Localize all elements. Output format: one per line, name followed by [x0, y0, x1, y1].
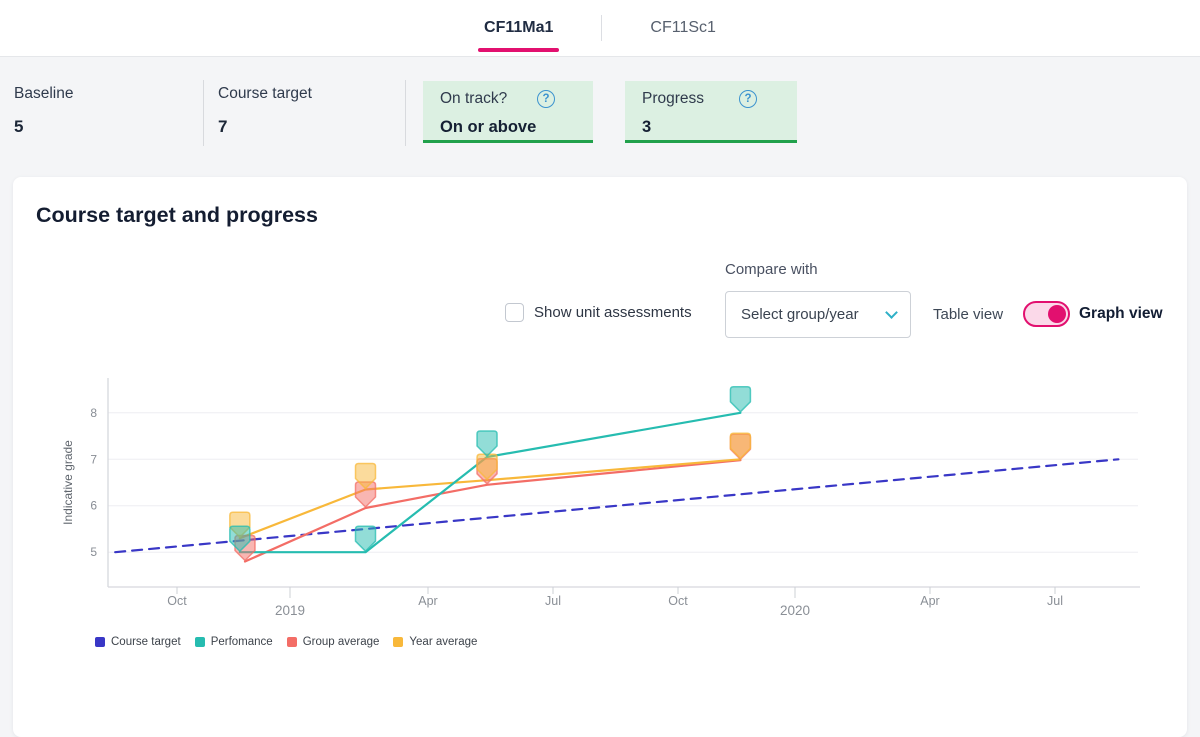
progress-value: 3 — [642, 118, 652, 136]
chevron-down-icon — [885, 306, 898, 319]
legend-label: Course target — [111, 636, 181, 648]
x-tick-label: Oct — [668, 594, 688, 608]
compare-group-year-dropdown[interactable]: Select group/year — [725, 291, 911, 338]
x-tick-label: Apr — [920, 594, 939, 608]
y-tick-label: 8 — [90, 406, 97, 420]
series-line — [243, 459, 742, 563]
data-point-pin — [476, 430, 498, 457]
legend-swatch — [95, 637, 105, 647]
show-unit-assessments-checkbox[interactable] — [505, 303, 524, 322]
x-tick-label: Jul — [545, 594, 561, 608]
course-target-value: 7 — [218, 117, 228, 136]
checkbox-label: Show unit assessments — [534, 304, 692, 321]
on-track-label: On track? — [440, 90, 508, 107]
compare-with-label: Compare with — [725, 261, 818, 278]
card-title: Course target and progress — [36, 203, 318, 227]
x-tick-label: Oct — [167, 594, 187, 608]
data-point-pin — [354, 525, 377, 552]
tab-divider — [601, 15, 603, 41]
y-axis-label: Indicative grade — [61, 440, 75, 525]
series-line — [238, 411, 742, 554]
legend-label: Group average — [302, 636, 380, 648]
legend-item: Perfomance — [194, 636, 273, 648]
y-tick-label: 7 — [90, 452, 97, 466]
x-tick-label: Jul — [1047, 594, 1063, 608]
data-point-pin — [229, 525, 251, 552]
baseline-value: 5 — [14, 117, 24, 136]
tab-cf11ma1[interactable]: CF11Ma1 — [478, 0, 560, 57]
baseline-label: Baseline — [14, 85, 74, 102]
stat-divider — [203, 80, 204, 146]
x-tick-label: 2019 — [275, 603, 305, 618]
legend-item: Course target — [95, 636, 181, 648]
chart-legend: Course target Perfomance Group average Year… — [95, 636, 477, 648]
legend-label: Perfomance — [210, 636, 273, 648]
data-point-pin — [354, 462, 377, 490]
tab-label: CF11Ma1 — [484, 19, 554, 36]
toggle-knob — [1048, 305, 1066, 323]
summary-stats-row: Baseline 5 Course target 7 On track? ? O… — [0, 57, 1200, 167]
course-progress-chart: 5 6 7 8 Oct 2019 Apr Jul Oct 2020 Apr Jul Indicative… — [61, 378, 1140, 618]
question-circle-icon[interactable]: ? — [739, 90, 757, 108]
on-track-status-box: On track? ? On or above — [423, 81, 593, 143]
x-tick-label: 2020 — [780, 603, 810, 618]
dropdown-selected-value: Select group/year — [741, 306, 859, 323]
graph-view-label: Graph view — [1079, 305, 1163, 322]
table-view-label: Table view — [933, 306, 1004, 323]
legend-item: Year average — [393, 636, 477, 648]
legend-swatch — [194, 637, 205, 647]
progress-label: Progress — [642, 90, 705, 107]
legend-swatch — [286, 637, 297, 647]
tab-cf11sc1[interactable]: CF11Sc1 — [644, 0, 722, 57]
tab-label: CF11Sc1 — [650, 19, 716, 36]
x-tick-label: Apr — [418, 594, 437, 608]
question-circle-icon[interactable]: ? — [537, 90, 555, 108]
legend-item: Group average — [286, 636, 380, 648]
progress-status-box: Progress ? 3 — [625, 81, 797, 143]
course-target-label: Course target — [218, 85, 312, 102]
legend-label: Year average — [409, 636, 478, 648]
legend-swatch — [393, 637, 404, 647]
data-point-pin — [729, 432, 752, 460]
series-line — [114, 458, 1120, 554]
show-unit-assessments-option[interactable]: Show unit assessments — [505, 303, 692, 322]
data-point-pin — [729, 386, 752, 413]
table-graph-view-toggle[interactable] — [1023, 301, 1070, 327]
stat-divider — [405, 80, 406, 146]
y-tick-label: 5 — [90, 545, 97, 559]
course-target-progress-card: Course target and progress Compare with … — [13, 177, 1187, 737]
active-tab-underline — [478, 47, 560, 52]
course-tabbar: CF11Ma1 CF11Sc1 — [0, 0, 1200, 57]
y-tick-label: 6 — [90, 499, 97, 513]
series-line — [238, 458, 742, 540]
on-track-value: On or above — [440, 118, 537, 136]
